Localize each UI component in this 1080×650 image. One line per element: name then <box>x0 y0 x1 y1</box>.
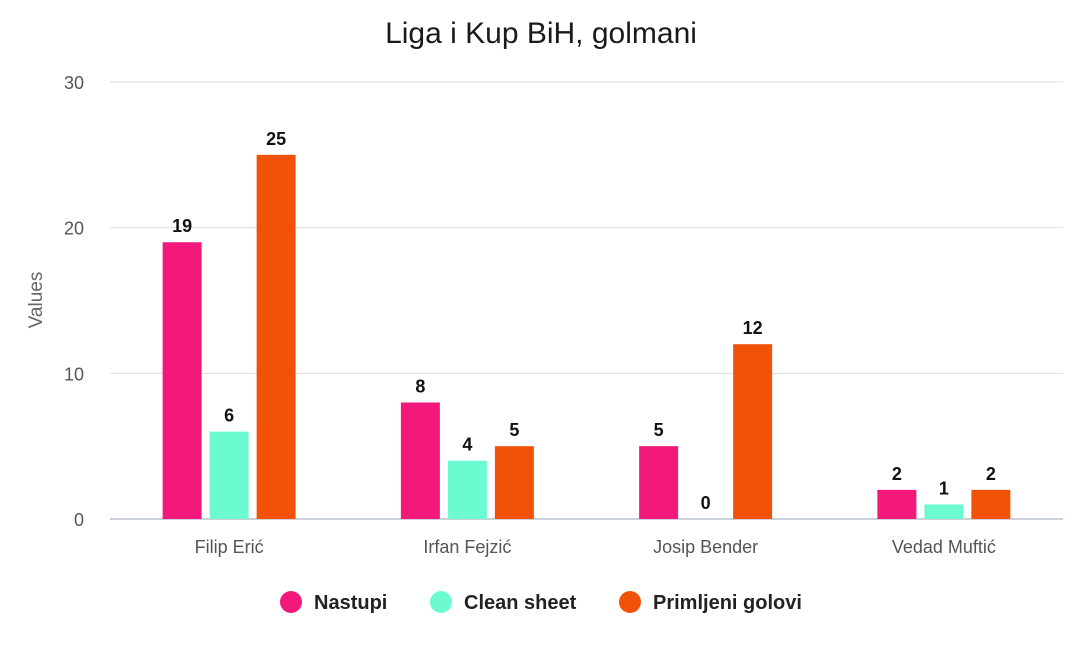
chart-title: Liga i Kup BiH, golmani <box>385 17 697 50</box>
data-label-nastupi-vedad-muftic: 2 <box>892 464 902 484</box>
y-tick-label: 30 <box>64 73 84 93</box>
data-label-nastupi-irfan-fejzic: 8 <box>415 376 425 396</box>
bar-nastupi-filip-eric[interactable] <box>162 242 202 519</box>
bar-nastupi-josip-bender[interactable] <box>639 446 679 519</box>
bar-primljeni-golovi-vedad-muftic[interactable] <box>971 489 1011 519</box>
bar-clean-sheet-filip-eric[interactable] <box>209 431 249 519</box>
legend-item-clean-sheet[interactable]: Clean sheet <box>430 591 577 614</box>
data-label-clean-sheet-filip-eric: 6 <box>224 406 234 426</box>
legend-item-nastupi[interactable]: Nastupi <box>280 591 387 614</box>
x-tick-label-josip-bender: Josip Bender <box>653 537 758 557</box>
data-label-primljeni-golovi-filip-eric: 25 <box>266 129 286 149</box>
x-tick-label-irfan-fejzic: Irfan Fejzić <box>423 537 511 557</box>
data-label-clean-sheet-vedad-muftic: 1 <box>939 478 949 498</box>
data-label-nastupi-josip-bender: 5 <box>654 420 664 440</box>
legend-swatch <box>619 591 641 613</box>
legend-label: Nastupi <box>314 592 387 614</box>
bar-primljeni-golovi-filip-eric[interactable] <box>256 154 296 520</box>
gridlines <box>110 81 1063 520</box>
y-tick-label: 0 <box>74 510 84 530</box>
bars <box>162 154 1011 520</box>
legend-label: Clean sheet <box>464 592 577 614</box>
x-tick-label-filip-eric: Filip Erić <box>195 537 264 557</box>
y-tick-label: 10 <box>64 364 84 384</box>
bar-primljeni-golovi-irfan-fejzic[interactable] <box>494 446 534 519</box>
legend-label: Primljeni golovi <box>653 592 802 614</box>
data-label-clean-sheet-irfan-fejzic: 4 <box>462 435 472 455</box>
x-tick-label-vedad-muftic: Vedad Muftić <box>892 537 996 557</box>
legend-swatch <box>280 591 302 613</box>
bar-nastupi-vedad-muftic[interactable] <box>877 489 917 519</box>
y-tick-label: 20 <box>64 219 84 239</box>
bar-primljeni-golovi-josip-bender[interactable] <box>733 344 773 519</box>
data-label-primljeni-golovi-vedad-muftic: 2 <box>986 464 996 484</box>
y-axis-ticks: 0 10 20 30 <box>64 73 84 530</box>
data-label-nastupi-filip-eric: 19 <box>172 216 192 236</box>
legend-item-primljeni-golovi[interactable]: Primljeni golovi <box>619 591 802 614</box>
data-label-primljeni-golovi-josip-bender: 12 <box>743 318 763 338</box>
y-axis-label: Values <box>26 272 47 329</box>
data-label-clean-sheet-josip-bender: 0 <box>701 493 711 513</box>
bar-nastupi-irfan-fejzic[interactable] <box>400 402 440 519</box>
legend: Nastupi Clean sheet Primljeni golovi <box>280 591 802 614</box>
x-axis-categories: Filip Erić Irfan Fejzić Josip Bender Vedad … <box>195 537 996 557</box>
legend-swatch <box>430 591 452 613</box>
bar-clean-sheet-vedad-muftic[interactable] <box>924 504 964 519</box>
bar-clean-sheet-irfan-fejzic[interactable] <box>447 460 487 519</box>
data-label-primljeni-golovi-irfan-fejzic: 5 <box>509 420 519 440</box>
